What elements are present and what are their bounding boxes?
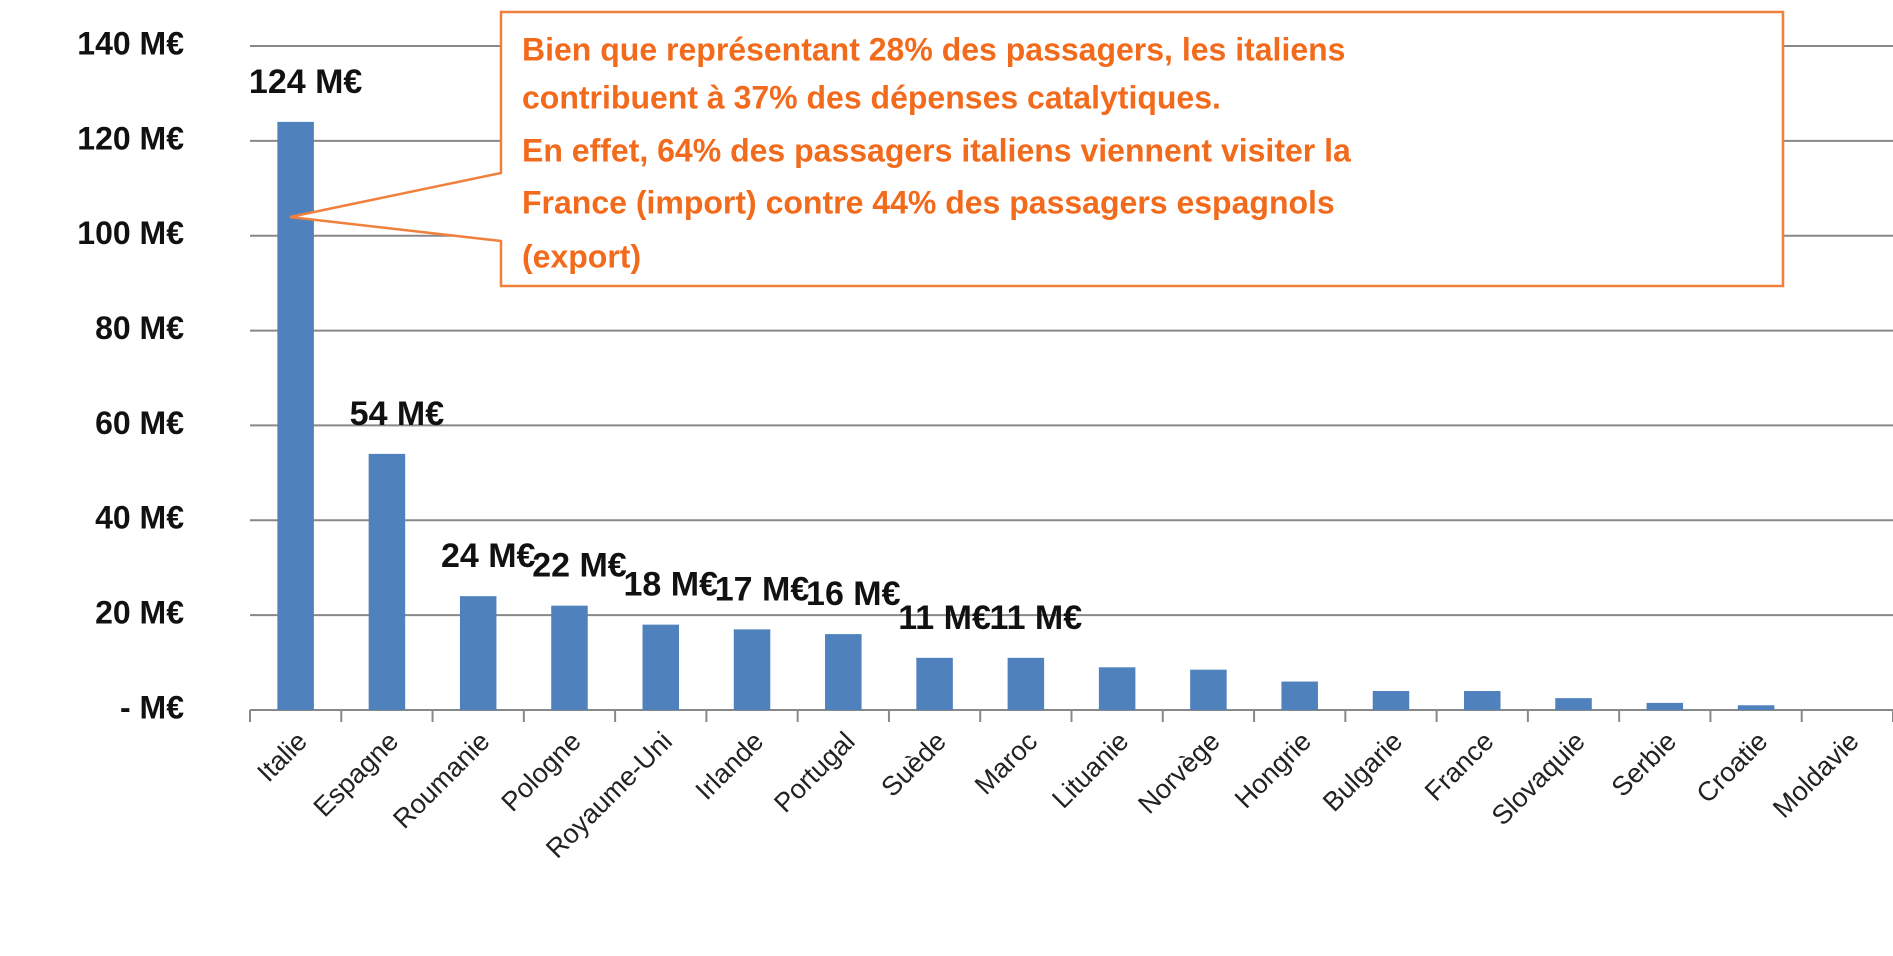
x-tick-label: Norvège: [1132, 726, 1225, 819]
annotation-line: Bien que représentant 28% des passagers,…: [522, 31, 1345, 67]
bar: [642, 624, 680, 710]
x-tick-label: Irlande: [690, 726, 770, 806]
bar: [459, 596, 497, 710]
bar: [1646, 702, 1684, 710]
y-tick-label: 60 M€: [95, 405, 184, 441]
bar: [551, 605, 588, 710]
x-tick-label: Espagne: [308, 726, 405, 823]
x-tick-label: Roumanie: [387, 726, 495, 834]
x-tick-label: Suède: [875, 726, 951, 802]
x-tick-label: Slovaquie: [1486, 726, 1591, 831]
y-tick-label: - M€: [120, 689, 184, 725]
bar: [1190, 669, 1227, 710]
data-label: 17 M€: [715, 570, 810, 608]
y-tick-label: 120 M€: [77, 120, 184, 156]
bar: [825, 634, 862, 710]
y-tick-label: 20 M€: [95, 595, 184, 631]
y-tick-label: 80 M€: [95, 310, 184, 346]
data-label: 54 M€: [350, 395, 445, 433]
x-tick-label: Italie: [251, 726, 313, 788]
y-tick-label: 100 M€: [77, 215, 184, 251]
annotation-line: (export): [522, 238, 641, 274]
bar: [1737, 705, 1775, 710]
bar: [916, 657, 953, 710]
data-label: 16 M€: [806, 575, 901, 613]
annotation-line: contribuent à 37% des dépenses catalytiq…: [522, 79, 1221, 115]
bar: [368, 453, 406, 710]
x-tick-label: Pologne: [495, 726, 586, 817]
x-tick-label: Bulgarie: [1317, 726, 1408, 817]
bar: [1098, 667, 1136, 710]
data-label: 18 M€: [624, 566, 719, 604]
x-tick-label: Moldavie: [1767, 726, 1865, 824]
data-label: 11 M€: [898, 599, 991, 637]
y-tick-label: 40 M€: [95, 500, 184, 536]
x-tick-label: Serbie: [1606, 726, 1682, 802]
x-tick-label: France: [1419, 726, 1500, 807]
bar: [733, 629, 771, 710]
y-tick-label: 140 M€: [77, 25, 184, 61]
data-label: 24 M€: [441, 537, 536, 575]
x-tick-label: Hongrie: [1229, 726, 1317, 814]
x-tick-label: Croatie: [1691, 726, 1774, 809]
x-tick-label: Portugal: [768, 726, 860, 818]
annotation-line: En effet, 64% des passagers italiens vie…: [522, 132, 1351, 168]
x-tick-label: Maroc: [969, 726, 1043, 800]
bar: [1372, 691, 1410, 710]
data-label: 124 M€: [249, 63, 362, 101]
bar: [1463, 691, 1501, 710]
bar: [1555, 698, 1592, 710]
bar: [1281, 681, 1318, 710]
bar: [277, 121, 314, 710]
bar: [1007, 657, 1045, 710]
data-label: 22 M€: [532, 547, 627, 585]
x-tick-label: Lituanie: [1046, 726, 1134, 814]
data-label: 11 M€: [990, 599, 1083, 637]
annotation-line: France (import) contre 44% des passagers…: [522, 184, 1335, 220]
callout-box: [289, 10, 1785, 288]
